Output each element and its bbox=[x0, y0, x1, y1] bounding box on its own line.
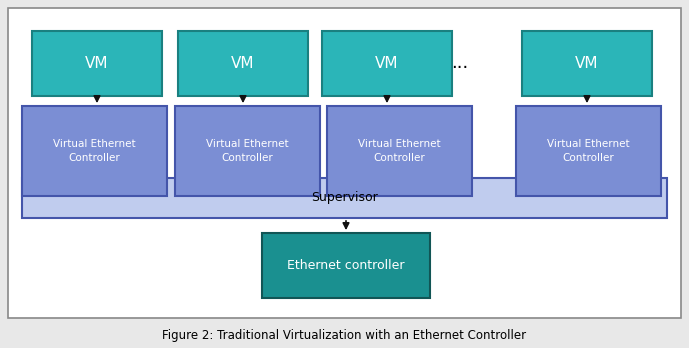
Bar bbox=[22, 106, 167, 196]
Text: Virtual Ethernet
Controller: Virtual Ethernet Controller bbox=[206, 139, 289, 163]
Text: VM: VM bbox=[232, 56, 255, 71]
Text: Supervisor: Supervisor bbox=[311, 191, 378, 205]
Text: Virtual Ethernet
Controller: Virtual Ethernet Controller bbox=[53, 139, 136, 163]
Bar bbox=[175, 106, 320, 196]
Text: VM: VM bbox=[85, 56, 109, 71]
Bar bbox=[8, 8, 681, 318]
Text: VM: VM bbox=[575, 56, 599, 71]
Bar bbox=[22, 178, 667, 218]
Text: Virtual Ethernet
Controller: Virtual Ethernet Controller bbox=[358, 139, 441, 163]
Bar bbox=[262, 233, 430, 298]
Text: Figure 2: Traditional Virtualization with an Ethernet Controller: Figure 2: Traditional Virtualization wit… bbox=[163, 329, 526, 341]
Bar bbox=[178, 31, 308, 96]
Bar bbox=[32, 31, 162, 96]
Text: ...: ... bbox=[451, 55, 469, 72]
Text: VM: VM bbox=[376, 56, 399, 71]
Bar bbox=[522, 31, 652, 96]
Text: Virtual Ethernet
Controller: Virtual Ethernet Controller bbox=[547, 139, 630, 163]
Bar bbox=[327, 106, 472, 196]
Bar bbox=[322, 31, 452, 96]
Bar bbox=[516, 106, 661, 196]
Text: Ethernet controller: Ethernet controller bbox=[287, 259, 404, 272]
